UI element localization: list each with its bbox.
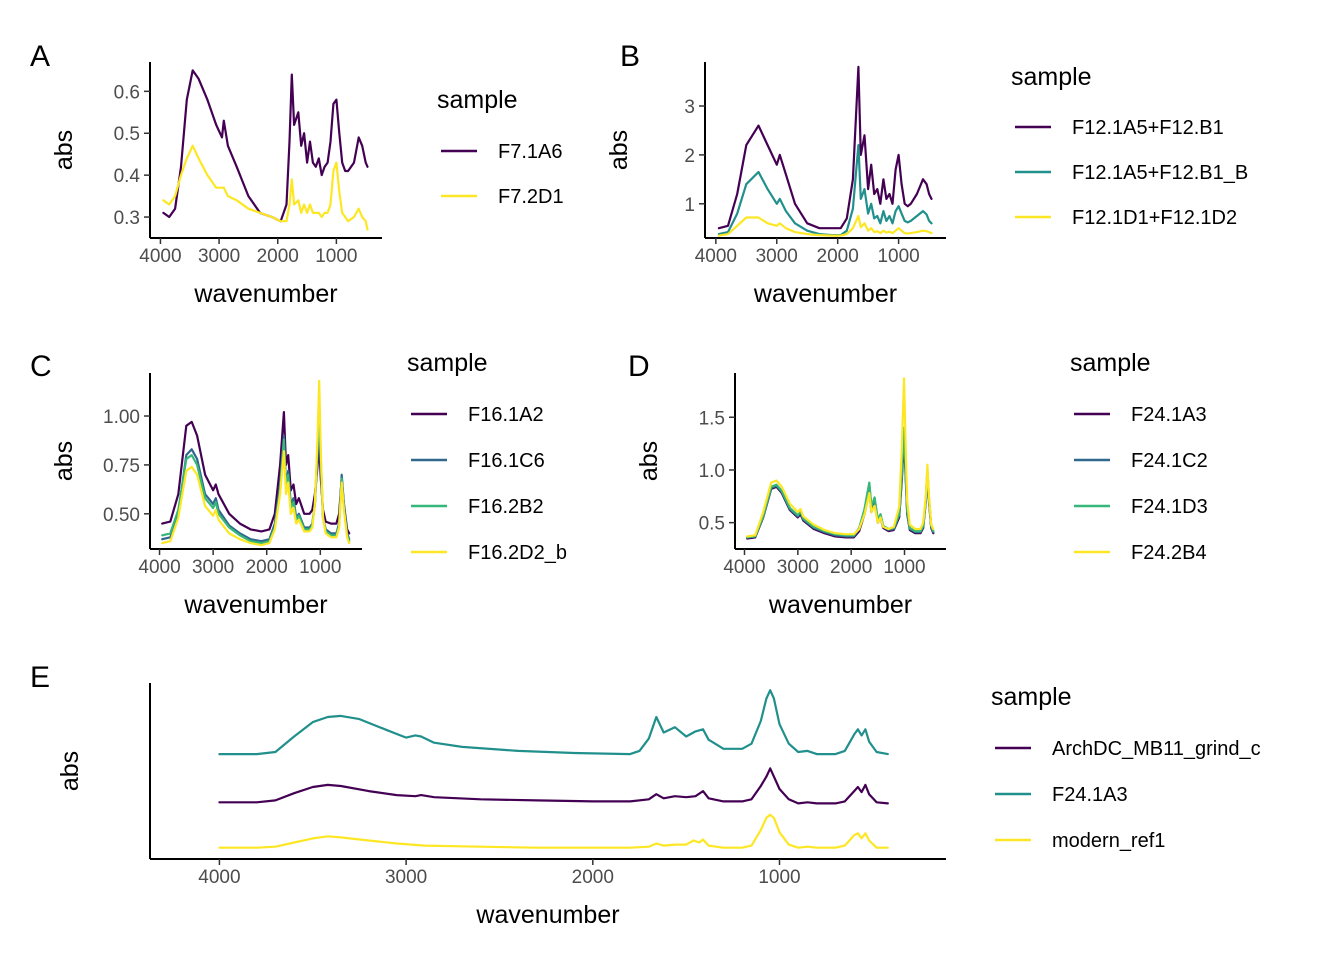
legend-label: F24.1A3 bbox=[1052, 784, 1128, 806]
x-tick-label: 1000 bbox=[299, 557, 341, 578]
x-tick-label: 2000 bbox=[257, 246, 299, 267]
legend-title: sample bbox=[407, 349, 488, 377]
legend: sample F12.1A5+F12.B1 F12.1A5+F12.B1_B F12.… bbox=[1011, 63, 1248, 229]
series-line bbox=[717, 65, 933, 230]
x-tick-label: 3000 bbox=[777, 557, 819, 578]
y-tick-label: 0.3 bbox=[114, 208, 140, 229]
legend-title: sample bbox=[1011, 63, 1092, 91]
legend-label: F12.1A5+F12.B1 bbox=[1072, 117, 1224, 139]
y-tick-label: 0.5 bbox=[699, 514, 725, 535]
panel-tag: C bbox=[30, 350, 52, 383]
x-tick-label: 4000 bbox=[198, 867, 240, 888]
series-line bbox=[746, 426, 935, 539]
x-tick-label: 4000 bbox=[139, 246, 181, 267]
panel-e: E 4000 3000 2000 1000 wavenumber abs sample Arch… bbox=[30, 661, 1261, 929]
y-axis-title: abs bbox=[56, 751, 84, 791]
series-line bbox=[162, 69, 369, 223]
series-line bbox=[218, 813, 889, 849]
legend-title: sample bbox=[1070, 349, 1151, 377]
panel-tag: E bbox=[30, 661, 50, 694]
y-tick-label: 0.50 bbox=[103, 505, 140, 526]
legend-label: F16.1A2 bbox=[468, 404, 544, 426]
panel-tag: B bbox=[620, 40, 640, 73]
panel-c: C 4000 3000 2000 1000 0.50 0.75 1.00 wavenumber a… bbox=[30, 349, 567, 619]
legend: sample F24.1A3 F24.1C2 F24.1D3 F24.2B4 bbox=[1070, 349, 1208, 564]
y-tick-label: 3 bbox=[684, 97, 695, 118]
series-line bbox=[162, 144, 369, 231]
legend-label: F12.1A5+F12.B1_B bbox=[1072, 162, 1248, 184]
x-tick-label: 3000 bbox=[198, 246, 240, 267]
legend-label: F24.2B4 bbox=[1131, 542, 1207, 564]
x-tick-label: 2000 bbox=[246, 557, 288, 578]
series-line bbox=[161, 411, 351, 535]
y-axis-title: abs bbox=[605, 130, 633, 170]
legend-label: F24.1A3 bbox=[1131, 404, 1207, 426]
legend-label: F7.2D1 bbox=[498, 186, 564, 208]
y-tick-label: 0.4 bbox=[114, 166, 141, 187]
y-tick-label: 1.00 bbox=[103, 407, 140, 428]
legend-label: F24.1D3 bbox=[1131, 496, 1208, 518]
x-axis-title: wavenumber bbox=[183, 591, 327, 619]
x-axis-title: wavenumber bbox=[753, 280, 897, 308]
legend-label: F16.1C6 bbox=[468, 450, 545, 472]
panel-b: B 4000 3000 2000 1000 1 2 3 wavenumber abs sample F… bbox=[605, 40, 1248, 308]
x-tick-label: 1000 bbox=[315, 246, 357, 267]
x-tick-label: 4000 bbox=[723, 557, 765, 578]
panel-a: A 4000 3000 2000 1000 0.3 0.4 0.5 0.6 wavenumber a… bbox=[30, 40, 564, 308]
series-line bbox=[161, 379, 351, 547]
x-axis-title: wavenumber bbox=[475, 901, 619, 929]
y-tick-label: 1.0 bbox=[699, 461, 725, 482]
y-tick-label: 0.6 bbox=[114, 82, 140, 103]
series-line bbox=[717, 214, 933, 237]
series-line bbox=[218, 689, 889, 756]
y-tick-label: 1.5 bbox=[699, 408, 725, 429]
y-axis-title: abs bbox=[50, 130, 78, 170]
x-tick-label: 3000 bbox=[385, 867, 427, 888]
legend-title: sample bbox=[437, 86, 518, 114]
x-axis-title: wavenumber bbox=[193, 280, 337, 308]
legend-label: ArchDC_MB11_grind_c bbox=[1052, 738, 1261, 760]
x-tick-label: 2000 bbox=[830, 557, 872, 578]
x-tick-label: 1000 bbox=[883, 557, 925, 578]
panel-d: D 4000 3000 2000 1000 0.5 1.0 1.5 wavenumber abs s… bbox=[628, 349, 1208, 619]
x-axis-title: wavenumber bbox=[768, 591, 912, 619]
y-tick-label: 0.75 bbox=[103, 456, 140, 477]
panel-tag: A bbox=[30, 40, 50, 73]
legend-label: F24.1C2 bbox=[1131, 450, 1208, 472]
x-tick-label: 4000 bbox=[695, 246, 737, 267]
legend-label: F16.2D2_b bbox=[468, 542, 567, 564]
legend-label: F16.2B2 bbox=[468, 496, 544, 518]
y-axis-title: abs bbox=[635, 441, 663, 481]
legend: sample ArchDC_MB11_grind_c F24.1A3 modern_r… bbox=[991, 683, 1261, 852]
series-line bbox=[717, 144, 933, 237]
x-tick-label: 3000 bbox=[192, 557, 234, 578]
x-tick-label: 2000 bbox=[817, 246, 859, 267]
y-tick-label: 1 bbox=[684, 195, 695, 216]
x-tick-label: 2000 bbox=[572, 867, 614, 888]
y-axis-title: abs bbox=[50, 441, 78, 481]
legend-label: F12.1D1+F12.1D2 bbox=[1072, 207, 1237, 229]
panel-tag: D bbox=[628, 350, 650, 383]
x-tick-label: 4000 bbox=[138, 557, 180, 578]
x-tick-label: 3000 bbox=[756, 246, 798, 267]
x-tick-label: 1000 bbox=[877, 246, 919, 267]
y-tick-label: 0.5 bbox=[114, 124, 140, 145]
x-tick-label: 1000 bbox=[758, 867, 800, 888]
series-line bbox=[746, 377, 935, 538]
legend-label: F7.1A6 bbox=[498, 141, 562, 163]
legend: sample F16.1A2 F16.1C6 F16.2B2 F16.2D2_b bbox=[407, 349, 567, 564]
legend-label: modern_ref1 bbox=[1052, 830, 1165, 852]
legend: sample F7.1A6 F7.2D1 bbox=[437, 86, 564, 208]
series-line bbox=[218, 767, 889, 805]
y-tick-label: 2 bbox=[684, 146, 695, 167]
legend-title: sample bbox=[991, 683, 1072, 711]
